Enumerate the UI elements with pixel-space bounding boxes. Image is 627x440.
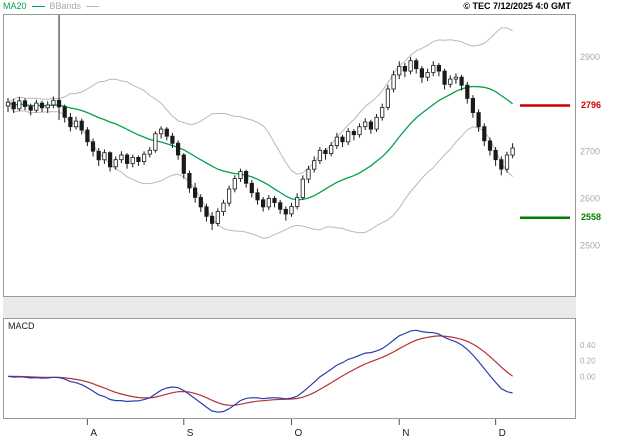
separator-band [3, 297, 576, 318]
price-axis-label: 2700 [580, 146, 600, 156]
macd-axis-label: 0.00 [580, 372, 596, 381]
x-axis-label: O [295, 428, 303, 439]
bbands-label: BBands [49, 1, 82, 11]
resistance-label: 2796 [581, 100, 602, 110]
macd-panel-frame [3, 318, 576, 419]
price-axis-label: 2900 [580, 52, 600, 62]
ma20-line [7, 85, 513, 201]
legend: MA20 BBands [3, 1, 100, 12]
bband-upper-line [7, 27, 513, 175]
ma20-label: MA20 [3, 1, 27, 11]
copyright-label: © TEC 7/12/2025 4:0 GMT [463, 1, 571, 11]
candles-layer [5, 15, 515, 230]
x-axis-label: A [90, 428, 97, 439]
price-axis-label: 2500 [580, 241, 600, 251]
x-axis-label: N [402, 428, 409, 439]
macd-axis-label: 0.20 [580, 357, 596, 366]
macd-line [7, 329, 513, 413]
bbands-swatch [86, 6, 100, 7]
macd-signal-line [7, 335, 513, 406]
macd-label: MACD [8, 321, 35, 331]
ma20-swatch [31, 6, 45, 7]
macd-axis-label: 0.40 [580, 341, 596, 350]
support-label: 2558 [581, 212, 602, 222]
x-axis-label: S [187, 428, 194, 439]
x-axis-label: D [499, 428, 506, 439]
price-axis-label: 2600 [580, 193, 600, 203]
